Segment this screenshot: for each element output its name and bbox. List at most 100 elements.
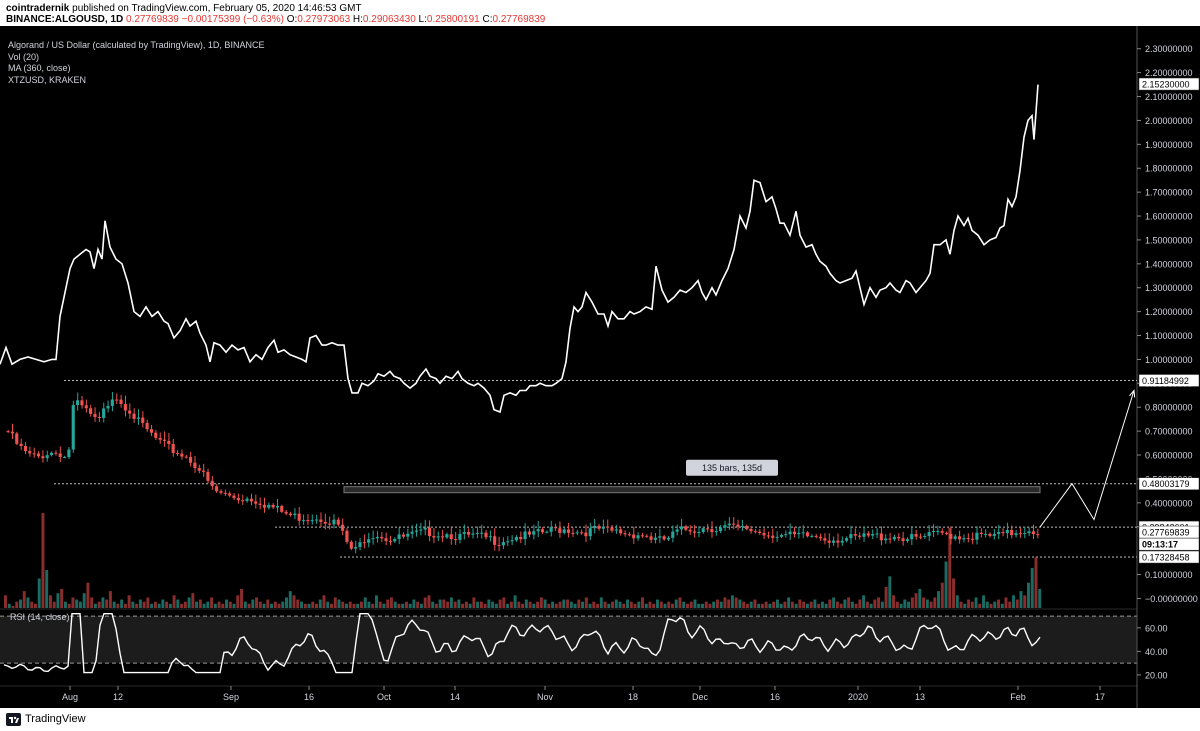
- candle-body: [49, 452, 54, 456]
- candle-body: [410, 531, 414, 534]
- author-name[interactable]: cointradernik: [6, 3, 70, 14]
- time-tick-label: 14: [450, 692, 460, 702]
- volume-bar: [656, 599, 659, 608]
- volume-bar: [723, 597, 727, 608]
- rsi-legend[interactable]: RSI (14, close): [10, 612, 70, 622]
- candle-body: [884, 538, 888, 541]
- candle-body: [671, 531, 675, 538]
- candle-body: [875, 533, 879, 535]
- time-tick-label: 16: [304, 692, 314, 702]
- candle-body: [45, 455, 49, 459]
- candle-body: [610, 527, 614, 531]
- volume-bar: [584, 597, 588, 608]
- volume-bar: [479, 601, 483, 608]
- footer-brand[interactable]: TradingView: [25, 713, 86, 725]
- price-label-box: [1138, 374, 1200, 387]
- volume-bar: [764, 601, 768, 608]
- volume-bar: [1000, 603, 1004, 608]
- candle-body: [901, 538, 905, 542]
- volume-bar: [828, 599, 832, 608]
- volume-bar: [562, 599, 566, 608]
- candle-body: [527, 531, 531, 535]
- volume-bar: [708, 603, 712, 608]
- volume-bar: [993, 601, 997, 608]
- volume-bar: [588, 603, 592, 608]
- candle-body: [540, 529, 545, 533]
- volume-bar: [431, 601, 435, 608]
- volume-bar: [1023, 595, 1027, 608]
- candle-body: [632, 534, 636, 539]
- volume-bar: [539, 597, 543, 608]
- volume-bar: [910, 597, 914, 608]
- candle-body: [371, 538, 375, 540]
- volume-bar: [952, 578, 956, 608]
- volume-bar: [341, 601, 345, 608]
- tradingview-logo-icon[interactable]: [6, 713, 21, 726]
- candle-body: [358, 542, 362, 548]
- volume-bar: [704, 601, 708, 608]
- candle-body: [931, 531, 936, 533]
- candle-body: [719, 527, 723, 532]
- candle-body: [80, 400, 84, 406]
- candle-body: [419, 529, 423, 531]
- time-tick-label: 16: [770, 692, 780, 702]
- candle-body: [497, 544, 501, 546]
- volume-bar: [423, 597, 427, 608]
- candle-body: [575, 532, 579, 534]
- volume-bar: [33, 603, 37, 608]
- volume-bar: [138, 599, 142, 608]
- candle-body: [467, 532, 471, 535]
- price-label: 2.15230000: [1142, 80, 1190, 90]
- legend-volume[interactable]: Vol (20): [8, 51, 40, 62]
- price-tick-label: 0.80000000: [1145, 403, 1193, 413]
- candle-body: [810, 535, 814, 537]
- candle-body: [445, 534, 449, 538]
- candle-body: [953, 536, 957, 539]
- price-tick-label: 1.20000000: [1145, 307, 1193, 317]
- candle-body: [89, 408, 93, 414]
- volume-bar: [277, 603, 281, 608]
- volume-bar: [854, 603, 858, 608]
- candle-body: [888, 538, 892, 540]
- time-tick-label: 18: [628, 692, 638, 702]
- price-tick-label: 0.60000000: [1145, 451, 1193, 461]
- price-chart[interactable]: 2.30000000 2.20000000 2.10000000 2.00000000…: [0, 26, 1200, 708]
- candle-body: [897, 536, 901, 539]
- volume-bar: [487, 599, 491, 608]
- volume-bar: [824, 603, 828, 608]
- candle-body: [149, 429, 154, 433]
- volume-bar: [790, 601, 794, 608]
- legend-overlay[interactable]: XTZUSD, KRAKEN: [8, 74, 87, 85]
- candle-body: [766, 535, 770, 537]
- volume-bar: [802, 601, 806, 608]
- volume-bar: [63, 601, 67, 608]
- price-label: 0.48003179: [1142, 479, 1190, 489]
- candle-body: [167, 440, 171, 444]
- candle-body: [536, 529, 540, 532]
- rsi-tick-label: 60.00: [1145, 623, 1168, 633]
- candle-body: [401, 534, 405, 537]
- volume-bar: [67, 603, 71, 608]
- volume-bar: [285, 597, 288, 608]
- volume-bar: [427, 595, 431, 608]
- candle-body: [62, 456, 67, 458]
- legend-ma[interactable]: MA (360, close): [8, 63, 71, 73]
- volume-bar: [813, 599, 817, 608]
- candle-body: [1027, 531, 1031, 533]
- price-tick-label: 1.50000000: [1145, 235, 1193, 245]
- candle-body: [997, 532, 1001, 534]
- volume-bar: [712, 601, 716, 608]
- volume-bar: [105, 599, 109, 608]
- volume-bar: [922, 597, 926, 608]
- candle-body: [180, 453, 184, 457]
- volume-bar: [191, 593, 195, 608]
- volume-bar: [940, 582, 944, 608]
- volume-bar: [22, 591, 26, 608]
- volume-bar: [569, 601, 573, 608]
- candle-body: [797, 532, 801, 535]
- volume-bar: [652, 603, 656, 608]
- volume-bar: [367, 601, 371, 608]
- candle-body: [779, 534, 783, 537]
- low-label: L:: [418, 14, 427, 25]
- candle-body: [966, 538, 970, 540]
